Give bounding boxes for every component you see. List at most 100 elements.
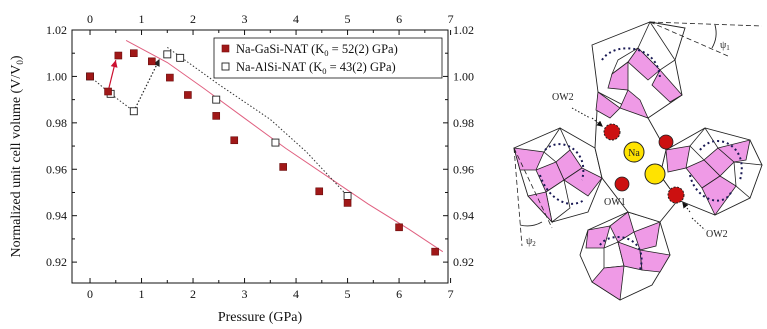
y-tick-label-left: 1.00 <box>46 69 67 83</box>
point-na-alsi <box>163 50 172 59</box>
fit-line-na-gasi <box>125 39 444 253</box>
tetrahedra-bottom <box>585 211 671 301</box>
natrolite-structure-diagram: Na OW2 OW1 OW2 ψ1 ψ2 <box>513 21 763 301</box>
x-tick-label-bottom: 5 <box>345 287 351 301</box>
fit-line-na-alsi-low <box>89 76 135 112</box>
annotation-arrow-head <box>153 59 160 67</box>
legend-marker-na-alsi <box>221 62 230 71</box>
point-na-gasi <box>431 247 439 256</box>
legend-marker-na-gasi <box>221 44 230 53</box>
psi2-arc <box>519 221 543 227</box>
ow1-label: OW1 <box>604 197 626 208</box>
x-tick-label-top: 5 <box>345 12 351 26</box>
psi1-symbol: ψ <box>720 40 727 51</box>
point-na-gasi <box>315 187 324 196</box>
tetrahedra-top <box>595 21 683 119</box>
y-tick-label-left: 0.96 <box>46 162 67 176</box>
ow-site-dashed-top <box>603 123 621 141</box>
x-tick-label-bottom: 2 <box>190 287 196 301</box>
x-tick-label-bottom: 3 <box>242 287 248 301</box>
y-axis-title-main: Normalized unit cell volume (V/V <box>9 65 24 258</box>
legend-label-na-gasi: Na-GaSi-NAT (K0 = 52(2) GPa) <box>236 42 398 58</box>
psi2-subscript: 2 <box>532 240 536 248</box>
x-tick-label-bottom: 0 <box>87 287 93 301</box>
fit-line-na-alsi-high <box>167 46 348 197</box>
annotation-arrow-line <box>133 58 161 112</box>
y-axis-title-sub: 0 <box>15 60 25 65</box>
fit-curves <box>89 39 444 253</box>
plot-area-frame <box>71 29 449 284</box>
point-na-alsi <box>343 192 352 200</box>
point-na-alsi <box>176 53 185 62</box>
point-na-gasi <box>395 223 403 232</box>
point-na-gasi <box>104 87 112 96</box>
legend-label-na-gasi-sub: 0 <box>324 48 328 58</box>
y-tick-label-right: 0.96 <box>453 162 474 176</box>
x-tick-label-top: 3 <box>242 12 248 26</box>
y-tick-label-right: 0.98 <box>453 116 474 130</box>
y-tick-label-left: 1.02 <box>46 23 67 37</box>
ow-site-dashed-bottom <box>667 186 685 204</box>
y-tick-label-right: 0.92 <box>453 255 474 269</box>
legend-label-na-alsi-suffix: = 43(2) GPa) <box>326 60 395 74</box>
ow-site-solid-bottom <box>614 176 630 192</box>
chart-legend: Na-GaSi-NAT (K0 = 52(2) GPa) Na-AlSi-NAT… <box>213 37 443 79</box>
point-na-gasi <box>212 112 221 120</box>
point-na-gasi <box>86 72 94 81</box>
pressure-volume-chart: 0 0 1 1 2 2 3 3 4 4 5 5 6 6 7 7 0.92 0.92 0.94 0.94 0.96 0.96… <box>9 12 474 325</box>
x-tick-label-bottom: 7 <box>448 287 454 301</box>
rotation-arcs <box>539 47 743 271</box>
point-na-gasi <box>130 49 138 58</box>
point-na-gasi <box>343 199 352 207</box>
x-tick-label-bottom: 4 <box>293 287 299 301</box>
psi1-label: ψ1 <box>720 40 730 52</box>
y-tick-label-right: 1.00 <box>453 69 474 83</box>
point-na-alsi <box>212 95 221 104</box>
x-tick-label-bottom: 6 <box>396 287 402 301</box>
x-tick-label-top: 7 <box>448 12 454 26</box>
data-points <box>86 49 439 256</box>
point-na-gasi <box>230 136 239 145</box>
angle-guides <box>513 21 763 247</box>
ow-arrows <box>571 107 706 231</box>
psi1-arc <box>711 24 717 49</box>
psi2-symbol: ψ <box>526 236 533 247</box>
tetrahedra-right <box>665 127 763 216</box>
y-tick-label-left: 0.98 <box>46 116 67 130</box>
point-na-gasi <box>148 57 156 66</box>
ow2-label-top: OW2 <box>552 92 574 103</box>
legend-label-na-gasi-suffix: = 52(2) GPa) <box>329 42 398 56</box>
point-na-gasi <box>114 51 123 60</box>
psi1-subscript: 1 <box>726 44 730 52</box>
annotation-arrow-head <box>110 60 118 68</box>
axis-ticks: 0 0 1 1 2 2 3 3 4 4 5 5 6 6 7 7 0.92 0.92 0.94 0.94 0.96 0.96… <box>46 12 474 301</box>
legend-box <box>213 37 443 79</box>
point-na-gasi <box>166 73 174 82</box>
ow2-label-bottom: OW2 <box>706 229 728 240</box>
point-na-alsi <box>271 138 280 147</box>
ow-site-solid-top <box>658 134 674 150</box>
y-axis-title-close: ) <box>9 55 24 60</box>
na-label: Na <box>628 148 640 159</box>
x-tick-label-top: 4 <box>293 12 299 26</box>
x-tick-label-top: 2 <box>190 12 196 26</box>
point-na-gasi <box>184 91 192 99</box>
legend-label-na-gasi-prefix: Na-GaSi-NAT (K <box>236 42 324 56</box>
x-axis-title: Pressure (GPa) <box>218 310 303 325</box>
y-tick-label-right: 0.94 <box>453 209 474 223</box>
y-tick-label-right: 1.02 <box>453 23 474 37</box>
x-tick-label-top: 0 <box>87 12 93 26</box>
annotation-arrows <box>107 58 161 112</box>
legend-label-na-alsi-prefix: Na-AlSi-NAT (K <box>236 60 322 74</box>
na-cation-bottom <box>644 163 666 185</box>
y-tick-label-left: 0.94 <box>46 209 67 223</box>
legend-label-na-alsi-sub: 0 <box>322 66 326 76</box>
y-tick-label-left: 0.92 <box>46 255 67 269</box>
point-na-alsi <box>129 107 138 116</box>
y-axis-title: Normalized unit cell volume (V/V0) <box>9 55 25 257</box>
x-tick-label-top: 6 <box>396 12 402 26</box>
x-tick-label-bottom: 1 <box>139 287 145 301</box>
x-tick-label-top: 1 <box>139 12 145 26</box>
point-na-gasi <box>279 163 287 171</box>
legend-label-na-alsi: Na-AlSi-NAT (K0 = 43(2) GPa) <box>236 60 396 76</box>
